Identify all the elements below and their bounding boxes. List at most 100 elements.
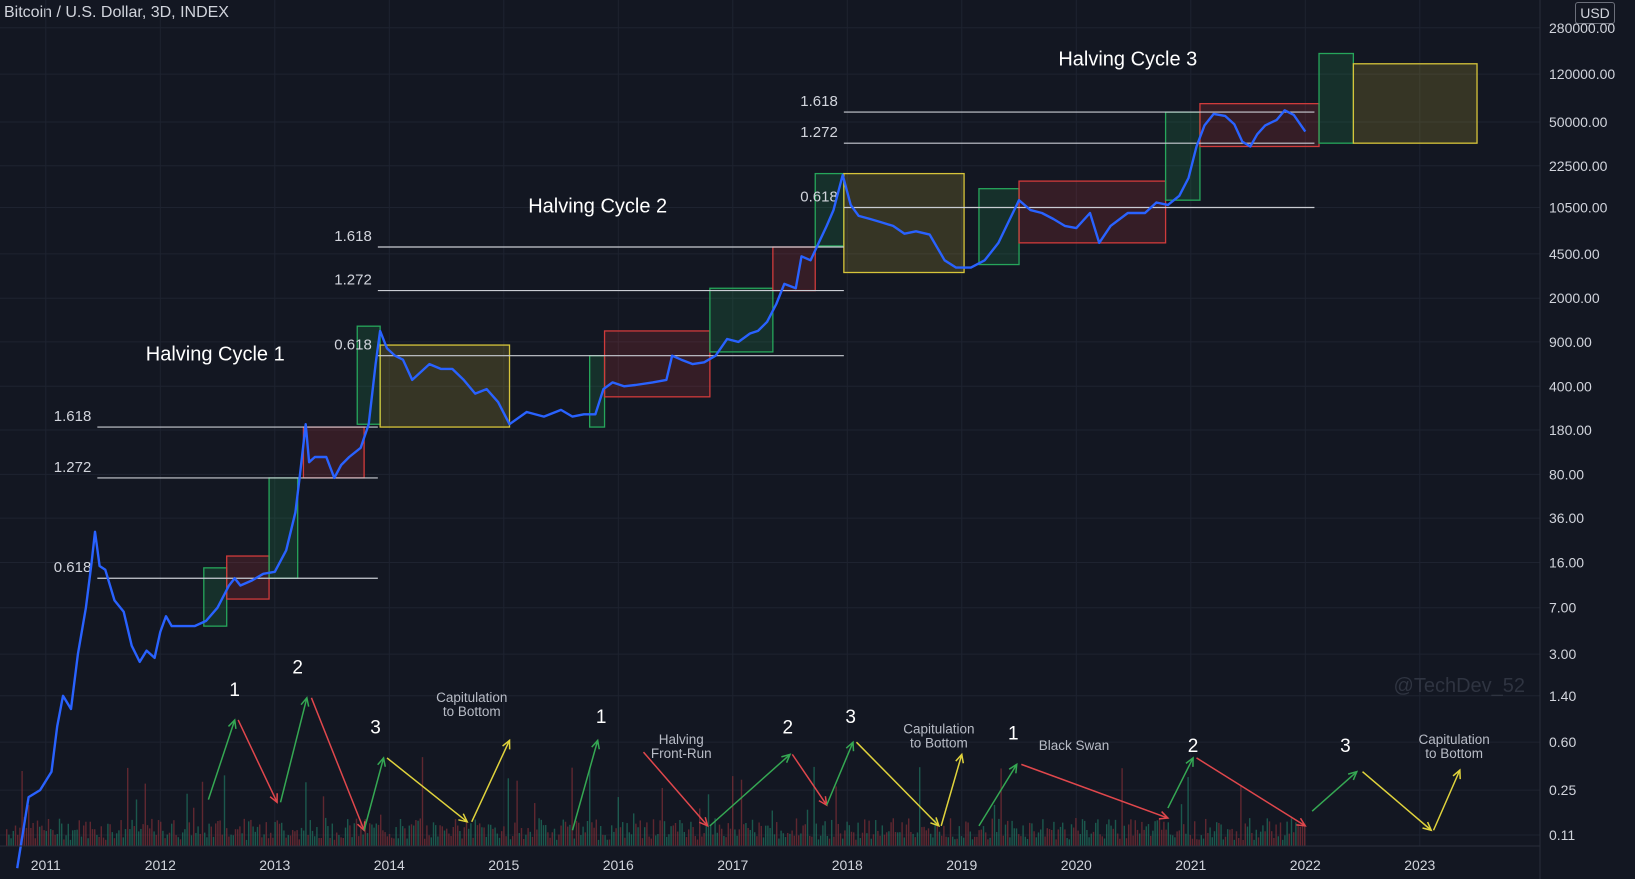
volume-bar [404,828,406,846]
volume-bar [413,825,415,846]
volume-bar [228,836,230,846]
volume-bar [193,807,195,846]
volume-bar [932,837,934,846]
volume-bar [736,835,738,846]
volume-bar [292,830,294,846]
volume-bar [826,836,828,846]
volume-bar [353,823,355,846]
volume-bar [1079,834,1081,846]
volume-bar [690,821,692,846]
range-box-green [268,477,299,579]
volume-bar [1004,824,1007,846]
arrow-yellow [855,741,940,827]
volume-bar [892,818,894,846]
volume-bar [327,826,329,846]
volume-bar [850,831,853,846]
volume-bar [685,837,688,846]
volume-bar [69,839,72,846]
volume-bar [494,827,496,846]
halving-cycle-label: Halving Cycle 2 [528,195,667,217]
arrow-yellow [1432,769,1461,831]
volume-bar [468,828,470,846]
volume-bar [498,837,501,846]
volume-bar [230,834,232,846]
volume-bar [1198,839,1200,846]
volume-bar [1108,819,1110,846]
volume-bar [912,833,914,846]
volume-bar [1070,824,1073,846]
volume-bar [1216,822,1218,846]
volume-bar [910,831,912,846]
halving-cycle-label: Halving Cycle 1 [146,344,285,366]
volume-bar [569,824,571,846]
cycle-annotation: Capitulation to Bottom [436,690,507,719]
volume-bar [811,836,813,846]
volume-bar [155,834,157,846]
volume-bar [1110,825,1112,846]
y-tick-label: 180.00 [1549,422,1592,438]
volume-bar [773,834,776,846]
volume-bar [600,826,602,846]
fib-level-label: 0.618 [334,337,372,354]
volume-bar [1231,828,1233,846]
y-tick-label: 900.00 [1549,334,1592,350]
volume-bar [991,818,993,846]
volume-bar [1211,837,1213,846]
arrow-yellow [386,757,468,823]
volume-bar [265,822,267,846]
volume-bar [358,836,360,846]
volume-bar [809,835,811,846]
volume-bar [127,767,129,846]
volume-bar [296,830,298,846]
arrow-red [1196,757,1306,827]
volume-bar [558,834,560,846]
volume-bar [1117,833,1119,846]
volume-bar [1227,829,1229,846]
volume-bar [1301,822,1304,846]
volume-bar [560,825,562,846]
volume-bar [1013,828,1015,846]
range-box-yellow [1352,63,1478,144]
volume-bar [582,826,584,846]
volume-bar [734,829,736,846]
volume-bar [765,825,767,846]
volume-bar [842,838,844,846]
volume-bar [219,820,221,846]
volume-bar [529,831,531,846]
volume-bar [188,822,190,846]
cycle-annotation: Black Swan [1039,738,1110,753]
volume-bar [331,823,333,846]
volume-bar [217,820,219,846]
fib-level-label: 1.272 [334,272,372,289]
grid-lines [0,0,1540,846]
volume-bar [705,821,707,846]
volume-bar [408,825,410,846]
fib-lines: 1.618 1.272 0.618 1.618 1.272 0.618 1.618 1.272… [54,93,1315,579]
volume-bar [344,827,347,846]
volume-bar [793,835,795,846]
volume-bar [1163,821,1165,846]
volume-bar [1081,819,1084,846]
x-tick-label: 2023 [1404,857,1435,873]
volume-bar [767,825,769,846]
currency-badge[interactable]: USD [1575,2,1615,24]
range-box-red [226,555,270,600]
volume-bar [1053,821,1055,846]
volume-bar [1141,821,1143,846]
volume-bar [857,822,859,846]
volume-bar [138,831,140,846]
volume-bar [239,826,241,846]
volume-bar [336,832,338,846]
volume-bar [256,826,259,846]
y-tick-label: 280000.00 [1549,20,1615,36]
volume-bar [483,827,485,846]
arrow-head-yellow [1452,768,1461,780]
volume-bar [74,829,76,846]
volume-bar [1161,829,1163,846]
volume-bar [243,818,245,846]
volume-bar [586,820,589,846]
y-tick-label: 1.40 [1549,688,1576,704]
volume-bar [85,821,87,846]
volume-bar [787,832,789,846]
